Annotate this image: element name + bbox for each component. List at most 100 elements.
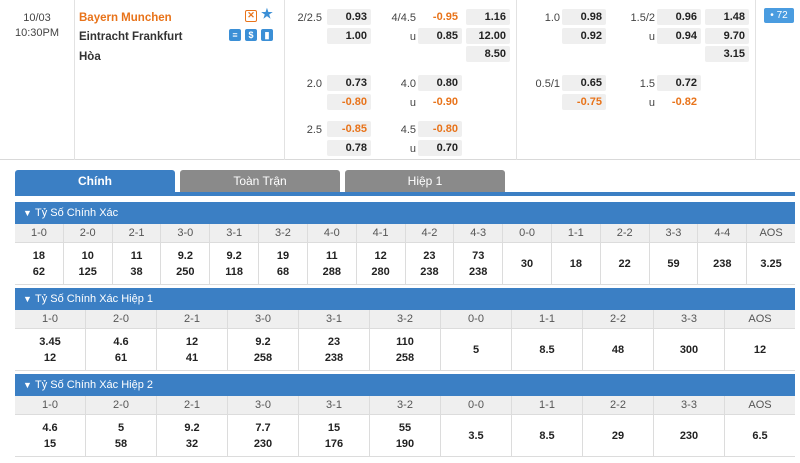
score-odds-cell[interactable]: 3.25 bbox=[747, 243, 795, 284]
score-odds-cell[interactable]: 8.5 bbox=[512, 329, 583, 370]
tab-toan-tran[interactable]: Toàn Trận bbox=[180, 170, 340, 192]
more-markets-badge[interactable]: • 72 bbox=[764, 8, 794, 23]
score-odds-cell[interactable]: 9.2 250 bbox=[161, 243, 211, 284]
odd-cell[interactable]: 12.00 bbox=[466, 28, 510, 44]
score-odds-row: 18 62 10 125 11 38 9.2 250 9.2 118 19 68 11 288 12 280 2… bbox=[15, 243, 795, 285]
score-label: 3-2 bbox=[370, 396, 441, 414]
score-odds-cell[interactable]: 73 238 bbox=[454, 243, 504, 284]
score-odds-cell[interactable]: 6.5 bbox=[725, 415, 795, 456]
odd-cell[interactable]: -0.85 bbox=[327, 121, 371, 137]
score-odds-cell[interactable]: 18 bbox=[552, 243, 601, 284]
score-label: 3-2 bbox=[259, 224, 308, 242]
score-odds-cell[interactable]: 4.6 15 bbox=[15, 415, 86, 456]
score-odds-cell[interactable]: 7.7 230 bbox=[228, 415, 299, 456]
score-odds-cell[interactable]: 12 41 bbox=[157, 329, 228, 370]
odd-value: 6.5 bbox=[752, 429, 768, 442]
bars-icon[interactable]: ▮ bbox=[261, 29, 273, 41]
score-odds-cell[interactable]: 48 bbox=[583, 329, 654, 370]
score-odds-cell[interactable]: 3.5 bbox=[441, 415, 512, 456]
score-odds-cell[interactable]: 300 bbox=[654, 329, 725, 370]
odd-cell[interactable]: 0.93 bbox=[327, 9, 371, 25]
score-odds-cell[interactable]: 10 125 bbox=[64, 243, 113, 284]
odd-value: 118 bbox=[225, 265, 244, 278]
odd-value: 41 bbox=[185, 351, 199, 364]
score-odds-cell[interactable]: 59 bbox=[650, 243, 699, 284]
chevron-down-icon[interactable]: ▼ bbox=[23, 294, 32, 304]
score-odds-cell[interactable]: 12 bbox=[725, 329, 795, 370]
odd-cell[interactable]: -0.95 bbox=[432, 11, 458, 23]
doc-icon[interactable]: ≡ bbox=[229, 29, 241, 41]
score-odds-cell[interactable]: 5 58 bbox=[86, 415, 157, 456]
star-icon[interactable]: ★ bbox=[261, 6, 273, 21]
odd-cell[interactable]: 0.78 bbox=[327, 140, 371, 156]
odd-cell[interactable]: 0.70 bbox=[418, 140, 462, 156]
score-label: 2-2 bbox=[601, 224, 650, 242]
score-odds-cell[interactable]: 18 62 bbox=[15, 243, 64, 284]
odd-cell[interactable]: 0.65 bbox=[562, 75, 606, 91]
score-odds-cell[interactable]: 23 238 bbox=[299, 329, 370, 370]
score-odds-cell[interactable]: 9.2 258 bbox=[228, 329, 299, 370]
score-odds-cell[interactable]: 4.6 61 bbox=[86, 329, 157, 370]
odd-cell[interactable]: 8.50 bbox=[466, 46, 510, 62]
odd-cell[interactable]: 0.98 bbox=[562, 9, 606, 25]
chevron-down-icon[interactable]: ▼ bbox=[23, 380, 32, 390]
score-label: 4-0 bbox=[308, 224, 357, 242]
odd-cell[interactable]: 0.72 bbox=[657, 75, 701, 91]
score-odds-cell[interactable]: 23 238 bbox=[406, 243, 455, 284]
odd-cell[interactable]: -0.80 bbox=[418, 121, 462, 137]
score-odds-cell[interactable]: 5 bbox=[441, 329, 512, 370]
score-odds-cell[interactable]: 55 190 bbox=[370, 415, 441, 456]
odd-cell[interactable]: -0.82 bbox=[671, 96, 697, 108]
score-odds-cell[interactable]: 110 258 bbox=[370, 329, 441, 370]
odd-cell[interactable]: -0.80 bbox=[327, 94, 371, 110]
odd-value: 4.6 bbox=[113, 335, 129, 348]
section-header[interactable]: ▼ Tỷ Số Chính Xác bbox=[15, 202, 795, 224]
score-odds-cell[interactable]: 8.5 bbox=[512, 415, 583, 456]
odd-value: 9.2 bbox=[255, 335, 271, 348]
divider bbox=[74, 0, 75, 160]
odd-cell[interactable]: 3.15 bbox=[705, 46, 749, 62]
odd-cell[interactable]: 0.94 bbox=[657, 28, 701, 44]
score-odds-cell[interactable]: 30 bbox=[503, 243, 552, 284]
odd-cell[interactable]: 1.00 bbox=[327, 28, 371, 44]
odd-value: 258 bbox=[395, 351, 415, 364]
section-title: Tỷ Số Chính Xác bbox=[35, 207, 119, 219]
score-odds-cell[interactable]: 29 bbox=[583, 415, 654, 456]
x-icon[interactable]: ✕ bbox=[245, 10, 257, 22]
score-odds-cell[interactable]: 11 288 bbox=[308, 243, 357, 284]
score-odds-cell[interactable]: 238 bbox=[698, 243, 748, 284]
odd-value: 110 bbox=[396, 335, 414, 348]
odd-value: 176 bbox=[324, 437, 344, 450]
odd-value: 32 bbox=[185, 437, 199, 450]
tab-chinh[interactable]: Chính bbox=[15, 170, 175, 192]
odd-cell[interactable]: 0.96 bbox=[657, 9, 701, 25]
odd-cell[interactable]: -0.90 bbox=[432, 96, 458, 108]
score-odds-row: 3.45 12 4.6 61 12 41 9.2 258 23 238 110 258 5 8.5 48 30… bbox=[15, 329, 795, 371]
home-team[interactable]: Bayern Munchen bbox=[79, 12, 172, 24]
odd-cell[interactable]: 0.92 bbox=[562, 28, 606, 44]
odd-cell[interactable]: 0.73 bbox=[327, 75, 371, 91]
odd-cell[interactable]: -0.75 bbox=[562, 94, 606, 110]
odd-cell[interactable]: 1.16 bbox=[466, 9, 510, 25]
score-odds-cell[interactable]: 11 38 bbox=[113, 243, 162, 284]
away-team[interactable]: Eintracht Frankfurt bbox=[79, 31, 183, 43]
odd-cell[interactable]: 0.85 bbox=[418, 28, 462, 44]
section-header[interactable]: ▼ Tỷ Số Chính Xác Hiệp 1 bbox=[15, 288, 795, 310]
score-odds-cell[interactable]: 9.2 32 bbox=[157, 415, 228, 456]
draw-label: Hòa bbox=[79, 51, 101, 63]
tab-hiep-1[interactable]: Hiệp 1 bbox=[345, 170, 505, 192]
chevron-down-icon[interactable]: ▼ bbox=[23, 208, 32, 218]
odd-cell[interactable]: 0.80 bbox=[418, 75, 462, 91]
section-header[interactable]: ▼ Tỷ Số Chính Xác Hiệp 2 bbox=[15, 374, 795, 396]
score-odds-cell[interactable]: 3.45 12 bbox=[15, 329, 86, 370]
score-odds-cell[interactable]: 19 68 bbox=[259, 243, 308, 284]
score-odds-cell[interactable]: 15 176 bbox=[299, 415, 370, 456]
s-icon[interactable]: $ bbox=[245, 29, 257, 41]
score-odds-cell[interactable]: 22 bbox=[601, 243, 650, 284]
score-odds-cell[interactable]: 9.2 118 bbox=[210, 243, 260, 284]
score-odds-cell[interactable]: 12 280 bbox=[357, 243, 406, 284]
odd-cell[interactable]: 9.70 bbox=[705, 28, 749, 44]
score-odds-cell[interactable]: 230 bbox=[654, 415, 725, 456]
odd-cell[interactable]: 1.48 bbox=[705, 9, 749, 25]
odd-value: 62 bbox=[32, 265, 46, 278]
